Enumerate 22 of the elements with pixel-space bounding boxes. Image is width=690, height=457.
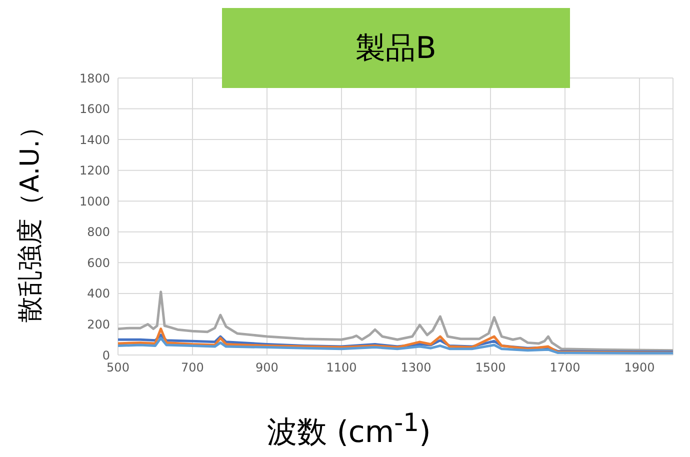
y-tick-label: 600 xyxy=(87,256,110,270)
y-tick-label: 1000 xyxy=(79,194,110,208)
x-tick-label: 1700 xyxy=(550,360,580,375)
y-tick-label: 200 xyxy=(87,317,110,332)
x-tick-label: 500 xyxy=(106,360,130,375)
chart-title: 製品B xyxy=(356,30,436,68)
y-axis-title: 散乱強度（A.U.） xyxy=(14,114,46,322)
x-tick-label: 900 xyxy=(256,360,278,375)
y-tick-label: 800 xyxy=(87,225,110,240)
x-tick-label: 1500 xyxy=(475,360,506,375)
y-tick-label: 400 xyxy=(87,286,110,301)
x-tick-label: 1300 xyxy=(400,360,432,375)
x-tick-label: 1100 xyxy=(326,360,357,375)
y-tick-label: 1800 xyxy=(79,71,110,86)
y-tick-label: 1600 xyxy=(79,102,110,116)
x-tick-label: 700 xyxy=(181,360,204,375)
y-tick-label: 0 xyxy=(102,348,110,362)
x-tick-label: 1900 xyxy=(624,360,655,375)
y-tick-label: 1200 xyxy=(79,164,110,178)
x-axis-title: 波数 (cm$^{-1}$) xyxy=(266,408,432,452)
line-series xyxy=(118,290,673,352)
y-tick-label: 1400 xyxy=(79,132,110,147)
